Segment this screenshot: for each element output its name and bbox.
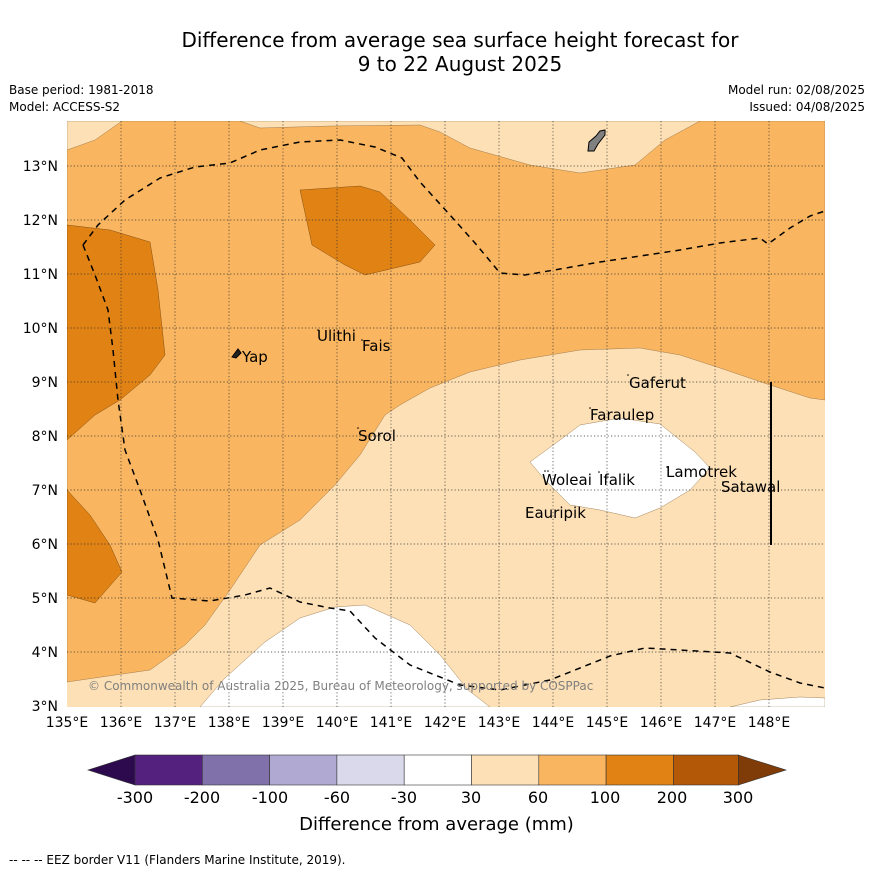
place-label: Gaferut — [629, 374, 686, 392]
base-period: Base period: 1981-2018 — [9, 83, 154, 97]
colorbar-tick: 300 — [723, 788, 754, 807]
lon-tick: 143°E — [478, 715, 521, 731]
lon-tick: 141°E — [370, 715, 413, 731]
band-100-200-southwest — [67, 489, 123, 604]
colorbar-swatch — [202, 754, 270, 786]
title-line-2: 9 to 22 August 2025 — [357, 52, 563, 76]
colorbar-swatch — [471, 754, 540, 786]
colorbar-tick: -100 — [252, 788, 288, 807]
copyright-watermark: © Commonwealth of Australia 2025, Bureau… — [88, 679, 593, 693]
colorbar-tick: -300 — [117, 788, 153, 807]
lon-axis: 135°E 136°E 137°E 138°E 139°E 140°E 141°… — [46, 715, 791, 731]
eez-border — [82, 244, 825, 691]
place-label: Sorol — [358, 427, 396, 445]
lat-tick: 6°N — [32, 537, 58, 553]
issued-date: Issued: 04/08/2025 — [749, 100, 865, 114]
yap-island — [231, 348, 242, 359]
lat-tick: 5°N — [32, 591, 58, 607]
colorbar-label: Difference from average (mm) — [299, 814, 574, 835]
lon-tick: 136°E — [100, 715, 143, 731]
lat-tick: 7°N — [32, 483, 58, 499]
colorbar-tick: -60 — [324, 788, 350, 807]
lon-tick: 140°E — [316, 715, 359, 731]
place-label: Satawal — [721, 478, 780, 496]
map-title: Difference from average sea surface heig… — [60, 28, 860, 76]
colorbar-extend-low — [87, 754, 136, 786]
lon-tick: 137°E — [154, 715, 197, 731]
lon-tick: 145°E — [586, 715, 629, 731]
place-label: Ifalik — [599, 471, 635, 489]
colorbar-extend-high — [738, 754, 787, 786]
guam-island — [587, 129, 606, 152]
lon-tick: 147°E — [694, 715, 737, 731]
place-label: Ulithi — [317, 327, 356, 345]
band-100-200-west — [67, 224, 166, 441]
band-neutral-east — [529, 417, 711, 519]
title-line-1: Difference from average sea surface heig… — [181, 28, 739, 52]
eez-footnote: -- -- -- EEZ border V11 (Flanders Marine… — [9, 853, 346, 867]
colorbar-swatch — [336, 754, 405, 786]
colorbar — [87, 754, 787, 786]
place-label: Fais — [362, 337, 391, 355]
band-neutral-se — [729, 696, 825, 707]
map-grid — [67, 121, 825, 707]
place-labels: Yap Ulithi Fais Gaferut Faraulep Sorol L… — [241, 327, 780, 522]
band-neutral-south — [199, 604, 491, 707]
band-60-100 — [67, 121, 825, 683]
colorbar-tick: 60 — [528, 788, 548, 807]
model-run: Model run: 02/08/2025 — [727, 83, 865, 97]
lat-tick: 10°N — [23, 321, 58, 337]
colorbar-tick: 100 — [590, 788, 621, 807]
meta-right: Model run: 02/08/2025 Issued: 04/08/2025 — [728, 82, 865, 116]
band-30-60-north-2 — [239, 121, 701, 174]
colorbar-ticks: -300 -200 -100 -60 -30 30 60 100 200 300 — [117, 788, 753, 807]
colorbar-swatch — [673, 754, 739, 786]
place-label: Faraulep — [590, 406, 654, 424]
band-30-60-north — [67, 121, 123, 151]
lat-tick: 4°N — [32, 645, 58, 661]
lat-tick: 11°N — [23, 267, 58, 283]
lon-tick: 148°E — [748, 715, 791, 731]
map-plot-area: Yap Ulithi Fais Gaferut Faraulep Sorol L… — [67, 121, 825, 707]
lon-tick: 135°E — [46, 715, 89, 731]
lat-tick: 12°N — [23, 213, 58, 229]
meta-left: Base period: 1981-2018 Model: ACCESS-S2 — [9, 82, 154, 116]
lat-tick: 8°N — [32, 429, 58, 445]
eez-border-north — [82, 139, 825, 276]
place-label: Yap — [241, 348, 268, 366]
place-label: Eauripik — [525, 504, 586, 522]
band-100-200-north — [299, 185, 436, 276]
colorbar-tick: 200 — [657, 788, 688, 807]
colorbar-tick: 30 — [461, 788, 481, 807]
lon-tick: 139°E — [262, 715, 305, 731]
lat-tick: 13°N — [23, 159, 58, 175]
lon-tick: 144°E — [532, 715, 575, 731]
model-name: Model: ACCESS-S2 — [9, 100, 121, 114]
colorbar-swatch — [269, 754, 338, 786]
lon-tick: 138°E — [208, 715, 251, 731]
colorbar-swatch — [605, 754, 674, 786]
colorbar-swatch — [134, 754, 203, 786]
atoll-dots — [317, 329, 724, 511]
lat-tick: 3°N — [32, 699, 58, 715]
lat-tick: 9°N — [32, 375, 58, 391]
colorbar-tick: -30 — [391, 788, 417, 807]
lon-tick: 142°E — [424, 715, 467, 731]
colorbar-swatch — [538, 754, 607, 786]
colorbar-swatch — [403, 754, 472, 786]
place-label: Woleai — [542, 471, 592, 489]
lon-tick: 146°E — [640, 715, 683, 731]
lat-axis: 3°N 4°N 5°N 6°N 7°N 8°N 9°N 10°N 11°N 12… — [23, 159, 58, 715]
place-label: Lamotrek — [666, 463, 737, 481]
colorbar-tick: -200 — [184, 788, 220, 807]
